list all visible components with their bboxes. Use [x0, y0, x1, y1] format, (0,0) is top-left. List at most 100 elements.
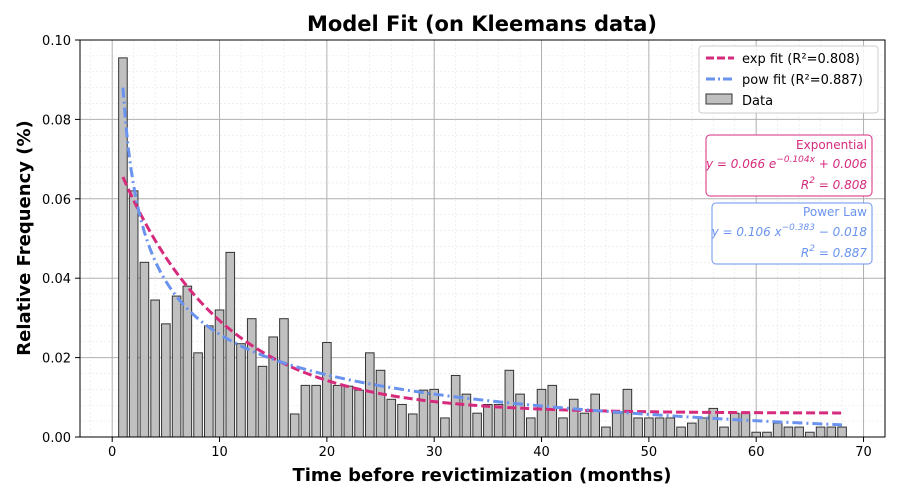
bar: [150, 299, 160, 438]
y-axis-ticks: 0.00 0.02 0.04 0.06 0.08 0.10: [42, 34, 80, 446]
exp-annotation-title: Exponential: [796, 138, 867, 152]
bar: [611, 412, 622, 438]
bar: [762, 431, 772, 438]
pow-eq-coef: y = 0.106 x: [711, 225, 783, 239]
bar: [794, 426, 804, 438]
bar: [676, 426, 686, 438]
y-tick-label: 0.04: [42, 272, 71, 287]
bar: [429, 388, 439, 438]
bar: [289, 413, 300, 438]
x-tick-label: 20: [319, 445, 336, 460]
exp-annotation-box: [705, 134, 873, 197]
bar: [783, 426, 794, 438]
exp-annotation: Exponential y = 0.066 e−0.104x + 0.006 R…: [705, 134, 873, 197]
pow-annotation-box: [711, 202, 873, 265]
bar: [171, 295, 182, 438]
bar: [472, 412, 482, 438]
bar: [558, 417, 568, 438]
y-tick-label: 0.06: [42, 193, 71, 208]
bar: [225, 251, 236, 438]
bar: [407, 413, 418, 438]
x-tick-label: 60: [748, 445, 765, 460]
legend-data-label: Data: [742, 94, 773, 109]
bar: [332, 384, 343, 438]
bar: [214, 309, 225, 438]
pow-r2-label: R: [801, 246, 809, 260]
bar: [697, 417, 708, 438]
bar: [236, 343, 246, 438]
bar: [461, 393, 472, 438]
y-tick-label: 0.00: [42, 431, 71, 446]
bar: [268, 336, 278, 438]
bar: [826, 426, 837, 438]
bar: [375, 369, 386, 438]
y-tick-label: 0.02: [42, 352, 71, 367]
legend: exp fit (R²=0.808) pow fit (R²=0.887) Da…: [698, 45, 879, 114]
exp-fit-line: [121, 176, 843, 415]
bar: [665, 417, 676, 438]
x-axis-ticks: 0 10 20 30 40 50 60 70: [108, 437, 872, 460]
bar: [515, 393, 525, 438]
bar: [161, 323, 171, 438]
pow-fit-line: [121, 87, 843, 427]
bar: [365, 352, 375, 438]
bar: [536, 388, 547, 438]
pow-annotation-equation: y = 0.106 x−0.383 − 0.018: [711, 223, 868, 239]
chart-title: Model Fit (on Kleemans data): [307, 12, 657, 36]
fit-lines: [121, 87, 843, 427]
bar: [493, 403, 504, 438]
pow-annotation-r2: R2 = 0.887: [801, 244, 867, 260]
bar: [311, 384, 321, 438]
legend-data-swatch: [705, 93, 733, 105]
bar: [343, 385, 354, 438]
exp-annotation-r2: R2 = 0.808: [801, 176, 867, 192]
bar: [139, 261, 150, 438]
bar: [590, 393, 600, 438]
bar: [601, 426, 611, 438]
legend-box: [698, 45, 879, 114]
legend-exp-label: exp fit (R²=0.808): [742, 52, 860, 67]
bar: [740, 412, 751, 438]
bar: [772, 422, 783, 438]
bar: [526, 417, 536, 438]
bar: [751, 431, 761, 438]
bar: [418, 389, 429, 438]
bar: [687, 422, 697, 438]
exp-annotation-equation: y = 0.066 e−0.104x + 0.006: [705, 155, 867, 171]
legend-pow-label: pow fit (R²=0.887): [742, 73, 863, 88]
pow-annotation-title: Power Law: [803, 205, 867, 219]
x-tick-label: 50: [641, 445, 658, 460]
bar: [257, 365, 268, 438]
bar: [644, 417, 654, 438]
bar: [440, 417, 450, 438]
bar: [450, 374, 461, 438]
bar: [300, 384, 311, 438]
bar: [654, 417, 665, 438]
pow-r2-value: = 0.887: [815, 246, 867, 260]
bar: [204, 325, 214, 438]
bar: [386, 398, 397, 438]
y-axis-title: Relative Frequency (%): [14, 120, 35, 355]
pow-eq-tail: − 0.018: [815, 225, 867, 239]
bar: [568, 398, 579, 438]
exp-r2-exp: 2: [809, 176, 815, 186]
bar: [805, 431, 815, 438]
pow-eq-exp: −0.383: [782, 223, 816, 233]
bar: [837, 426, 847, 438]
bar: [354, 389, 364, 438]
pow-r2-exp: 2: [809, 244, 815, 254]
x-tick-label: 30: [426, 445, 443, 460]
bar: [483, 403, 493, 438]
x-tick-label: 0: [108, 445, 116, 460]
bar: [322, 342, 332, 438]
y-tick-label: 0.08: [42, 113, 71, 128]
exp-eq-exp: −0.104x: [776, 155, 815, 165]
bar: [579, 412, 590, 438]
bar: [193, 352, 203, 438]
exp-r2-value: = 0.808: [815, 178, 867, 192]
bar: [279, 318, 289, 438]
bar: [633, 417, 643, 438]
x-tick-label: 70: [855, 445, 872, 460]
